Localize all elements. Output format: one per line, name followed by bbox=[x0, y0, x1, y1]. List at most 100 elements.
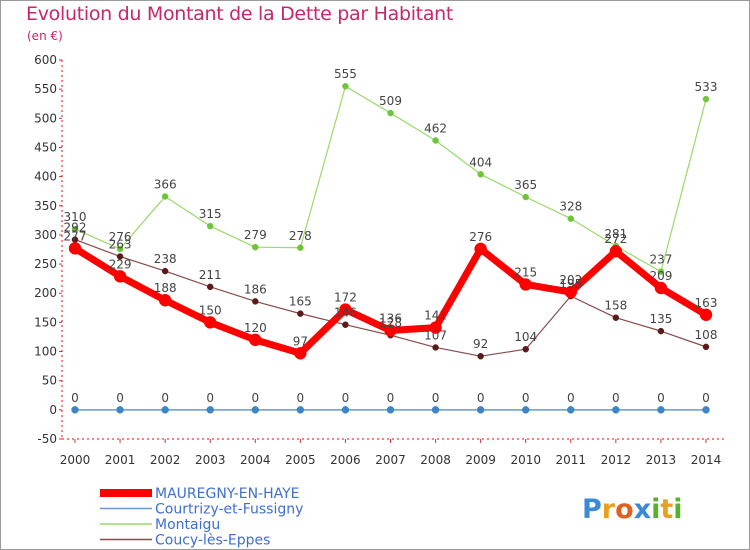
data-label-montaigu: 365 bbox=[514, 178, 537, 192]
data-point-montaigu bbox=[342, 82, 349, 90]
data-point-montaigu bbox=[116, 245, 124, 253]
data-label-courtrizy-et-fussigny: 0 bbox=[522, 391, 530, 405]
data-label-mauregny-en-haye: 277 bbox=[64, 229, 87, 243]
data-point-coucy-l-s-eppes bbox=[522, 345, 529, 353]
data-label-courtrizy-et-fussigny: 0 bbox=[206, 391, 214, 405]
data-label-coucy-l-s-eppes: 238 bbox=[154, 252, 177, 266]
data-label-montaigu: 509 bbox=[379, 94, 402, 108]
data-label-mauregny-en-haye: 188 bbox=[154, 281, 177, 295]
data-point-montaigu bbox=[567, 215, 575, 222]
data-point-coucy-l-s-eppes bbox=[297, 310, 304, 317]
data-label-montaigu: 315 bbox=[199, 207, 222, 221]
data-label-montaigu: 237 bbox=[649, 253, 672, 267]
data-point-coucy-l-s-eppes bbox=[612, 314, 620, 321]
data-label-courtrizy-et-fussigny: 0 bbox=[342, 391, 350, 405]
y-tick-label: 0 bbox=[49, 403, 57, 417]
y-tick-label: -50 bbox=[37, 432, 57, 446]
data-label-coucy-l-s-eppes: 92 bbox=[473, 337, 488, 351]
data-point-courtrizy-et-fussigny bbox=[702, 406, 710, 414]
data-point-montaigu bbox=[432, 137, 439, 144]
data-label-courtrizy-et-fussigny: 0 bbox=[297, 391, 305, 405]
data-label-montaigu: 404 bbox=[469, 155, 492, 169]
data-label-courtrizy-et-fussigny: 0 bbox=[116, 391, 124, 405]
y-tick-label: 200 bbox=[34, 286, 57, 300]
data-point-courtrizy-et-fussigny bbox=[567, 406, 575, 414]
data-point-coucy-l-s-eppes bbox=[206, 283, 214, 291]
data-label-coucy-l-s-eppes: 146 bbox=[334, 306, 357, 320]
data-label-mauregny-en-haye: 150 bbox=[199, 303, 222, 317]
data-point-mauregny-en-haye bbox=[519, 278, 532, 291]
data-point-montaigu bbox=[522, 193, 529, 201]
data-label-coucy-l-s-eppes: 128 bbox=[379, 316, 402, 330]
data-label-montaigu: 366 bbox=[154, 177, 177, 191]
data-label-mauregny-en-haye: 120 bbox=[244, 321, 267, 335]
data-point-courtrizy-et-fussigny bbox=[161, 406, 169, 414]
logo-letter: i bbox=[651, 494, 660, 525]
data-point-montaigu bbox=[252, 243, 259, 251]
x-tick-label: 2012 bbox=[601, 453, 632, 467]
data-label-coucy-l-s-eppes: 108 bbox=[695, 328, 718, 342]
data-label-coucy-l-s-eppes: 104 bbox=[514, 330, 537, 344]
data-label-coucy-l-s-eppes: 107 bbox=[424, 328, 447, 342]
data-point-montaigu bbox=[71, 225, 79, 233]
x-tick-label: 2005 bbox=[285, 453, 316, 467]
data-point-courtrizy-et-fussigny bbox=[521, 406, 530, 414]
data-label-courtrizy-et-fussigny: 0 bbox=[432, 391, 440, 405]
y-tick-label: 500 bbox=[34, 111, 57, 125]
y-tick-label: 50 bbox=[42, 374, 57, 388]
data-point-mauregny-en-haye bbox=[474, 242, 487, 256]
data-point-mauregny-en-haye bbox=[429, 321, 442, 334]
legend-item-montaigu: Montaigu bbox=[100, 517, 220, 533]
data-point-courtrizy-et-fussigny bbox=[206, 406, 214, 414]
data-label-montaigu: 310 bbox=[64, 210, 87, 224]
data-point-coucy-l-s-eppes bbox=[477, 352, 484, 360]
data-point-courtrizy-et-fussigny bbox=[386, 406, 395, 414]
data-label-coucy-l-s-eppes: 165 bbox=[289, 295, 312, 309]
legend-label: Montaigu bbox=[155, 517, 220, 533]
data-label-coucy-l-s-eppes: 292 bbox=[64, 221, 87, 235]
data-label-mauregny-en-haye: 163 bbox=[695, 296, 718, 310]
x-tick-label: 2013 bbox=[646, 453, 677, 467]
y-tick-label: 450 bbox=[34, 140, 57, 154]
data-point-montaigu bbox=[387, 109, 394, 117]
chart-title: Evolution du Montant de la Dette par Hab… bbox=[26, 3, 454, 25]
data-point-coucy-l-s-eppes bbox=[657, 327, 665, 335]
data-label-courtrizy-et-fussigny: 0 bbox=[161, 391, 169, 405]
data-point-coucy-l-s-eppes bbox=[432, 344, 439, 351]
series-courtrizy-et-fussigny bbox=[71, 406, 710, 414]
x-tick-label: 2006 bbox=[330, 453, 361, 467]
logo-letter: r bbox=[602, 494, 616, 525]
data-label-coucy-l-s-eppes: 158 bbox=[604, 299, 627, 313]
data-point-mauregny-en-haye bbox=[113, 270, 127, 283]
data-point-courtrizy-et-fussigny bbox=[71, 406, 79, 414]
data-label-mauregny-en-haye: 141 bbox=[424, 309, 447, 323]
data-label-montaigu: 281 bbox=[604, 227, 627, 241]
data-point-mauregny-en-haye bbox=[158, 293, 172, 307]
logo-letter: x bbox=[634, 494, 651, 525]
x-tick-label: 2000 bbox=[60, 453, 91, 467]
data-label-mauregny-en-haye: 97 bbox=[293, 334, 308, 348]
data-label-courtrizy-et-fussigny: 0 bbox=[567, 391, 575, 405]
logo-letter: t bbox=[660, 494, 673, 525]
data-point-mauregny-en-haye bbox=[699, 308, 713, 322]
data-label-coucy-l-s-eppes: 135 bbox=[649, 312, 672, 326]
data-point-mauregny-en-haye bbox=[384, 324, 397, 337]
logo-text: Proxiti bbox=[582, 494, 683, 525]
logo-letter: i bbox=[673, 494, 682, 525]
data-point-mauregny-en-haye bbox=[654, 281, 668, 295]
data-label-courtrizy-et-fussigny: 0 bbox=[702, 391, 710, 405]
y-tick-label: 550 bbox=[34, 82, 57, 96]
data-point-courtrizy-et-fussigny bbox=[251, 406, 260, 414]
y-tick-label: 300 bbox=[34, 228, 57, 242]
data-label-montaigu: 533 bbox=[695, 80, 718, 94]
logo-letter: P bbox=[582, 494, 602, 525]
y-tick-label: 350 bbox=[34, 199, 57, 213]
data-label-mauregny-en-haye: 272 bbox=[604, 232, 627, 246]
data-label-mauregny-en-haye: 202 bbox=[559, 273, 582, 287]
data-point-courtrizy-et-fussigny bbox=[341, 406, 350, 414]
x-tick-label: 2004 bbox=[240, 453, 271, 467]
y-tick-label: 150 bbox=[34, 315, 57, 329]
y-tick-label: 250 bbox=[34, 257, 57, 271]
x-tick-label: 2003 bbox=[195, 453, 226, 467]
data-point-mauregny-en-haye bbox=[68, 242, 82, 255]
